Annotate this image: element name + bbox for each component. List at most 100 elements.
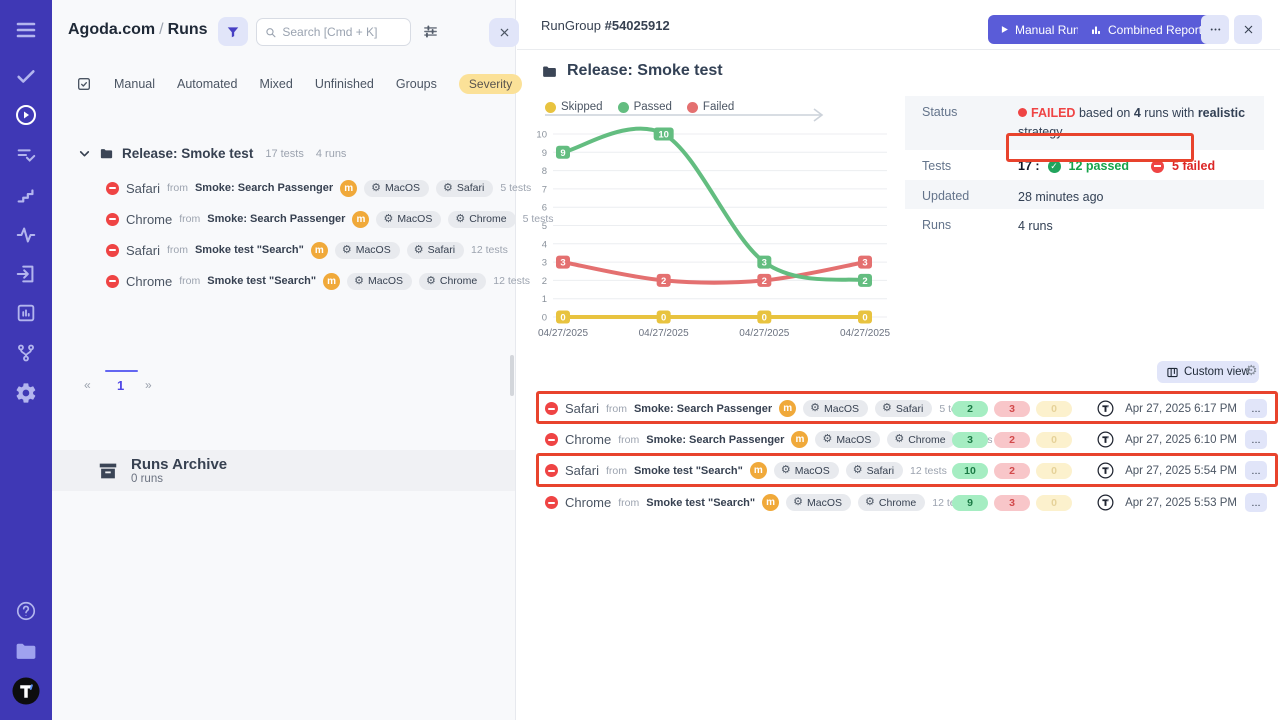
search-input[interactable]	[282, 25, 402, 39]
row-menu-button[interactable]: ...	[1245, 493, 1267, 512]
manual-run-button[interactable]: Manual Run	[988, 15, 1092, 44]
tab-severity[interactable]: Severity	[458, 74, 523, 94]
tab-automated[interactable]: Automated	[177, 77, 238, 91]
runs-play-icon[interactable]	[14, 103, 38, 127]
env-pill: ⚙ MacOS	[364, 179, 430, 197]
filter-button[interactable]	[218, 17, 248, 46]
updated-value: 28 minutes ago	[1018, 189, 1104, 204]
run-table-row[interactable]: Safari from Smoke: Search Passenger m ⚙ MacOS…	[533, 393, 1273, 424]
env-pill: ⚙ MacOS	[815, 431, 881, 448]
import-icon[interactable]	[15, 263, 37, 285]
run-tree-row[interactable]: Chrome from Smoke: Search Passenger m ⚙ MacOS…	[106, 209, 554, 229]
timeline-arrow	[545, 108, 824, 122]
manual-badge: m	[323, 272, 341, 290]
close-icon	[500, 28, 508, 37]
plans-list-icon[interactable]	[15, 144, 37, 166]
run-table-row[interactable]: Safari from Smoke test "Search" m ⚙ MacOS ⚙ Saf…	[533, 455, 1273, 486]
run-tree-row[interactable]: Safari from Smoke: Search Passenger m ⚙ MacOS…	[106, 178, 531, 198]
archive-title: Runs Archive	[131, 455, 228, 473]
more-actions-button[interactable]	[1201, 15, 1229, 44]
custom-view-button[interactable]: Custom view	[1157, 361, 1259, 383]
next-page-button[interactable]: »	[145, 378, 152, 392]
run-name: Chrome	[565, 495, 612, 510]
svg-text:04/27/2025: 04/27/2025	[639, 328, 689, 339]
env-pill: ⚙ MacOS	[773, 462, 839, 479]
passed-count-badge: 2	[952, 400, 988, 417]
run-timestamp: Apr 27, 2025 6:10 PM	[1125, 433, 1237, 446]
run-name: Safari	[565, 463, 599, 478]
run-tests-count: 12 tests	[471, 244, 508, 256]
branch-icon[interactable]	[15, 342, 37, 364]
play-icon	[1001, 26, 1008, 33]
svg-text:2: 2	[762, 276, 767, 287]
env-pill: ⚙ MacOS	[347, 272, 413, 290]
page-1-button[interactable]: 1	[117, 378, 125, 393]
menu-icon[interactable]	[14, 18, 38, 42]
tab-manual[interactable]: Manual	[114, 77, 155, 91]
failed-status-icon	[545, 402, 558, 415]
run-name: Safari	[126, 180, 160, 196]
reports-chart-icon[interactable]	[15, 302, 37, 324]
testomat-logo[interactable]	[12, 677, 41, 706]
manual-badge: m	[352, 210, 370, 228]
run-tree-row[interactable]: Chrome from Smoke test "Search" m ⚙ MacOS ⚙ Chr…	[106, 271, 530, 291]
run-source: Smoke test "Search"	[646, 496, 756, 509]
run-timestamp: Apr 27, 2025 5:54 PM	[1125, 464, 1237, 477]
tab-groups[interactable]: Groups	[395, 77, 437, 91]
runs-value: 4 runs	[1018, 218, 1053, 233]
close-detail-button[interactable]	[1234, 15, 1262, 44]
breadcrumb-project[interactable]: Agoda.com	[68, 21, 156, 38]
runs-archive-row[interactable]: Runs Archive 0 runs	[52, 450, 515, 491]
breadcrumb: Agoda.com / Runs	[68, 21, 208, 38]
run-table-row[interactable]: Chrome from Smoke test "Search" m ⚙ MacOS ⚙ Chr…	[533, 487, 1273, 518]
combined-report-button[interactable]: Combined Report	[1078, 15, 1215, 44]
run-from-label: from	[605, 464, 627, 477]
run-from-label: from	[605, 402, 627, 415]
select-runs-icon[interactable]	[76, 76, 92, 92]
svg-text:10: 10	[536, 130, 547, 141]
projects-folder-icon[interactable]	[14, 639, 39, 664]
runs-list-panel: Agoda.com/Runs Manual Automated Mixed Un…	[52, 0, 554, 720]
env-pill: ⚙ MacOS	[803, 400, 869, 417]
run-table-row[interactable]: Chrome from Smoke: Search Passenger m ⚙ MacOS…	[533, 424, 1273, 455]
gear-icon: ⚙	[882, 402, 892, 414]
manual-badge: m	[310, 241, 328, 259]
run-tree-row[interactable]: Safari from Smoke test "Search" m ⚙ MacOS ⚙ Saf…	[106, 240, 508, 260]
archive-icon	[99, 463, 117, 478]
prev-page-button[interactable]: «	[84, 378, 91, 392]
rungroup-label: RunGroup #54025912	[541, 18, 670, 33]
manual-badge: m	[340, 179, 358, 197]
panel-close-button[interactable]	[489, 18, 519, 47]
scrollbar-thumb[interactable]	[510, 355, 514, 396]
view-settings-gear-icon[interactable]: ⚙	[1245, 362, 1258, 378]
run-name: Chrome	[565, 432, 612, 447]
run-group-row[interactable]: Release: Smoke test 17 tests 4 runs	[78, 146, 346, 161]
gear-icon: ⚙	[810, 402, 821, 414]
settings-gear-icon[interactable]	[15, 382, 38, 405]
tests-check-icon[interactable]	[15, 65, 37, 87]
tab-unfinished[interactable]: Unfinished	[314, 77, 374, 91]
gear-icon: ⚙	[852, 464, 863, 476]
detail-row-status: Status FAILED based on 4 runs with reali…	[905, 96, 1264, 150]
milestones-stairs-icon[interactable]	[15, 184, 37, 206]
manual-badge: m	[779, 400, 797, 417]
adjustments-icon[interactable]	[422, 23, 439, 45]
rungroup-id: #54025912	[604, 18, 670, 33]
pulse-activity-icon[interactable]	[15, 224, 37, 246]
run-source: Smoke test "Search"	[194, 244, 304, 256]
reporter-logo-icon	[1097, 462, 1114, 484]
svg-text:9: 9	[560, 148, 565, 159]
env-pill: ⚙ Chrome	[448, 210, 516, 228]
row-menu-button[interactable]: ...	[1245, 399, 1267, 418]
svg-text:04/27/2025: 04/27/2025	[739, 328, 789, 339]
svg-text:0: 0	[542, 313, 547, 324]
run-name: Chrome	[126, 211, 173, 227]
run-table-row-label: Chrome from Smoke: Search Passenger m ⚙ MacOS…	[545, 424, 993, 455]
gear-icon: ⚙	[865, 496, 875, 508]
row-menu-button[interactable]: ...	[1245, 461, 1267, 480]
svg-text:4: 4	[542, 239, 547, 250]
tab-mixed[interactable]: Mixed	[259, 77, 293, 91]
help-icon[interactable]	[15, 600, 37, 622]
svg-text:7: 7	[542, 184, 547, 195]
row-menu-button[interactable]: ...	[1245, 430, 1267, 449]
